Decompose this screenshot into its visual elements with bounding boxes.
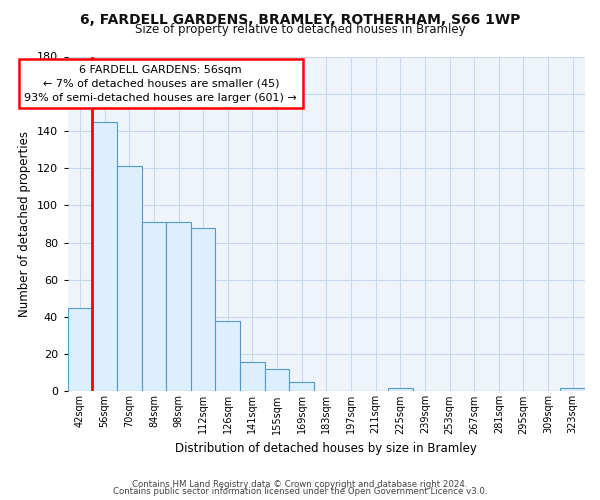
Y-axis label: Number of detached properties: Number of detached properties: [18, 131, 31, 317]
Text: Contains HM Land Registry data © Crown copyright and database right 2024.: Contains HM Land Registry data © Crown c…: [132, 480, 468, 489]
Bar: [142, 222, 166, 392]
Bar: [560, 388, 585, 392]
Bar: [240, 362, 265, 392]
Text: 6 FARDELL GARDENS: 56sqm
← 7% of detached houses are smaller (45)
93% of semi-de: 6 FARDELL GARDENS: 56sqm ← 7% of detache…: [25, 65, 297, 103]
Bar: [92, 122, 117, 392]
X-axis label: Distribution of detached houses by size in Bramley: Distribution of detached houses by size …: [175, 442, 477, 455]
Bar: [215, 320, 240, 392]
Text: Size of property relative to detached houses in Bramley: Size of property relative to detached ho…: [134, 22, 466, 36]
Bar: [68, 308, 92, 392]
Bar: [289, 382, 314, 392]
Bar: [117, 166, 142, 392]
Bar: [388, 388, 413, 392]
Text: Contains public sector information licensed under the Open Government Licence v3: Contains public sector information licen…: [113, 488, 487, 496]
Bar: [166, 222, 191, 392]
Bar: [191, 228, 215, 392]
Bar: [265, 369, 289, 392]
Text: 6, FARDELL GARDENS, BRAMLEY, ROTHERHAM, S66 1WP: 6, FARDELL GARDENS, BRAMLEY, ROTHERHAM, …: [80, 12, 520, 26]
